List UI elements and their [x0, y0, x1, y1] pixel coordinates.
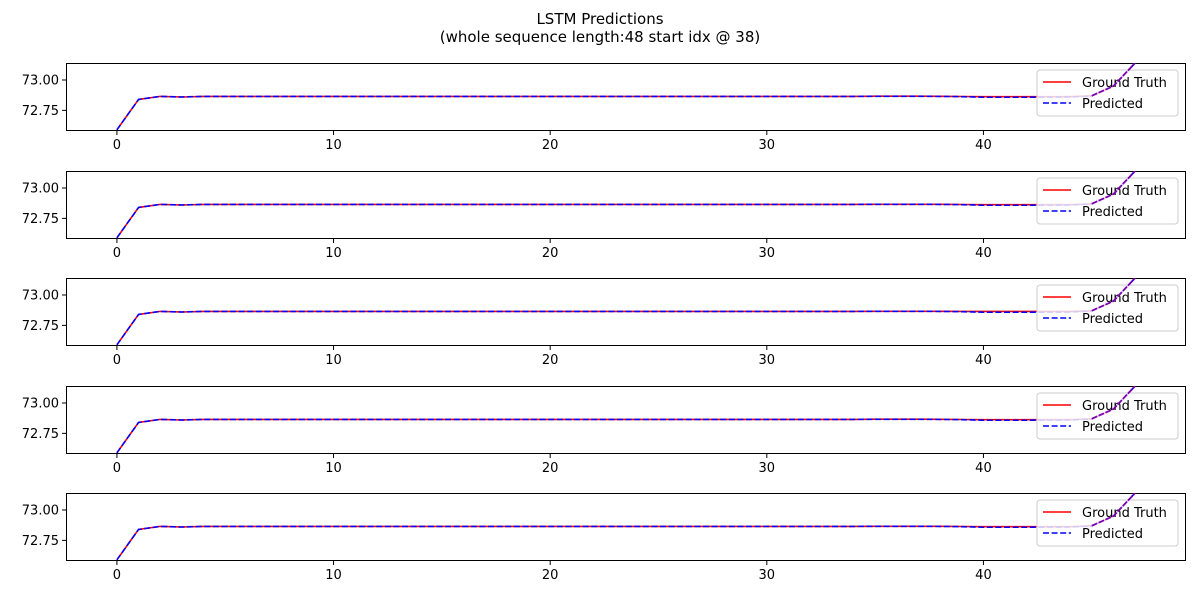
- legend-ground-truth-label: Ground Truth: [1082, 506, 1167, 521]
- legend-box: [1036, 284, 1179, 332]
- series-tail: [1091, 171, 1136, 205]
- x-tick-label: 0: [113, 568, 121, 583]
- legend: Ground Truth Predicted: [1036, 69, 1179, 117]
- predicted-line: [116, 63, 1136, 131]
- x-tick-label: 0: [113, 138, 121, 153]
- y-tick-label: 73.00: [22, 397, 59, 412]
- subplot-panels: 0 10 20 30 40 72.75 73.00 Ground Truth Predicted…: [22, 63, 1186, 583]
- series-lines: [116, 171, 1136, 239]
- x-tick-label: 0: [113, 246, 121, 261]
- legend-ground-truth-label: Ground Truth: [1082, 184, 1167, 199]
- predicted-line: [116, 493, 1136, 561]
- series-tail: [1091, 386, 1136, 420]
- y-tick-label: 72.75: [22, 104, 59, 119]
- x-tick-label: 20: [542, 246, 559, 261]
- x-tick-label: 30: [759, 138, 776, 153]
- legend: Ground Truth Predicted: [1036, 177, 1179, 225]
- x-tick-label: 40: [975, 568, 992, 583]
- y-tick-label: 72.75: [22, 319, 59, 334]
- predicted-line: [116, 386, 1136, 454]
- axes-frame: [66, 493, 1186, 561]
- y-tick-label: 72.75: [22, 534, 59, 549]
- x-tick-label: 20: [542, 138, 559, 153]
- series-lines: [116, 386, 1136, 454]
- axes-frame: [66, 386, 1186, 454]
- axes-frame: [66, 278, 1186, 346]
- y-tick-label: 73.00: [22, 504, 59, 519]
- subplot-1: 0 10 20 30 40 72.75 73.00 Ground Truth Predicted: [22, 63, 1186, 153]
- x-tick-label: 30: [759, 461, 776, 476]
- y-tick-label: 72.75: [22, 212, 59, 227]
- series-tail-line: [1091, 278, 1136, 312]
- x-tick-label: 40: [975, 138, 992, 153]
- series-tail-line: [1091, 493, 1136, 527]
- x-tick-label: 0: [113, 353, 121, 368]
- x-tick-label: 30: [759, 568, 776, 583]
- predicted-line: [116, 171, 1136, 239]
- x-tick-label: 20: [542, 568, 559, 583]
- legend-ground-truth-label: Ground Truth: [1082, 291, 1167, 306]
- legend-ground-truth-label: Ground Truth: [1082, 399, 1167, 414]
- x-tick-label: 10: [325, 568, 342, 583]
- series-tail: [1091, 63, 1136, 97]
- legend-predicted-label: Predicted: [1082, 205, 1143, 220]
- series-lines: [116, 493, 1136, 561]
- x-tick-label: 10: [325, 461, 342, 476]
- subplot-5: 0 10 20 30 40 72.75 73.00 Ground Truth Predicted: [22, 493, 1186, 583]
- x-tick-label: 40: [975, 246, 992, 261]
- y-tick-label: 73.00: [22, 74, 59, 89]
- legend: Ground Truth Predicted: [1036, 284, 1179, 332]
- series-lines: [116, 278, 1136, 346]
- figure-title: LSTM Predictions: [536, 10, 663, 28]
- legend-box: [1036, 69, 1179, 117]
- legend-box: [1036, 177, 1179, 225]
- x-tick-label: 40: [975, 461, 992, 476]
- y-tick-label: 72.75: [22, 427, 59, 442]
- x-tick-label: 20: [542, 461, 559, 476]
- series-tail-line: [1091, 63, 1136, 97]
- figure-subtitle: (whole sequence length:48 start idx @ 38…: [440, 28, 761, 46]
- series-tail-line: [1091, 171, 1136, 205]
- y-tick-label: 73.00: [22, 182, 59, 197]
- legend-predicted-label: Predicted: [1082, 527, 1143, 542]
- subplot-2: 0 10 20 30 40 72.75 73.00 Ground Truth Predicted: [22, 171, 1186, 261]
- subplot-4: 0 10 20 30 40 72.75 73.00 Ground Truth Predicted: [22, 386, 1186, 476]
- legend: Ground Truth Predicted: [1036, 392, 1179, 440]
- series-tail: [1091, 278, 1136, 312]
- legend-box: [1036, 499, 1179, 547]
- x-tick-label: 10: [325, 246, 342, 261]
- x-tick-label: 0: [113, 461, 121, 476]
- legend-predicted-label: Predicted: [1082, 312, 1143, 327]
- legend-predicted-label: Predicted: [1082, 420, 1143, 435]
- series-tail: [1091, 493, 1136, 527]
- series-lines: [116, 63, 1136, 131]
- y-tick-label: 73.00: [22, 289, 59, 304]
- legend-predicted-label: Predicted: [1082, 97, 1143, 112]
- x-tick-label: 30: [759, 353, 776, 368]
- x-tick-label: 20: [542, 353, 559, 368]
- predicted-line: [116, 278, 1136, 346]
- series-tail-line: [1091, 386, 1136, 420]
- x-tick-label: 10: [325, 353, 342, 368]
- axes-frame: [66, 171, 1186, 239]
- x-tick-label: 10: [325, 138, 342, 153]
- legend-ground-truth-label: Ground Truth: [1082, 76, 1167, 91]
- x-tick-label: 40: [975, 353, 992, 368]
- legend: Ground Truth Predicted: [1036, 499, 1179, 547]
- subplot-3: 0 10 20 30 40 72.75 73.00 Ground Truth Predicted: [22, 278, 1186, 368]
- x-tick-label: 30: [759, 246, 776, 261]
- legend-box: [1036, 392, 1179, 440]
- axes-frame: [66, 63, 1186, 131]
